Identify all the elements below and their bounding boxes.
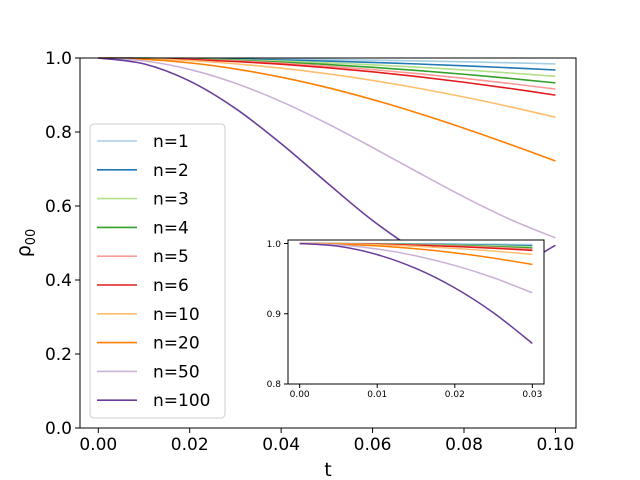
legend-label-n10: n=10	[153, 305, 200, 325]
inset-series-lines	[299, 242, 533, 344]
main-x-ticks: 0.00 0.02 0.04 0.06 0.08 0.10	[79, 428, 574, 455]
main-y-tick-label: 0.8	[45, 123, 72, 143]
legend-label-n3: n=3	[153, 190, 189, 210]
inset-y-tick-label: 0.9	[267, 310, 282, 320]
main-x-tick-label: 0.06	[354, 435, 392, 455]
main-series-lines	[98, 57, 556, 273]
inset-x-tick-label: 0.02	[445, 390, 465, 400]
inset-y-tick-label: 1.0	[267, 240, 282, 250]
legend-label-n4: n=4	[153, 218, 189, 238]
main-x-tick-label: 0.10	[536, 435, 574, 455]
legend-items: n=1 n=2 n=3 n=4 n=5 n=6 n=10 n=20 n=50 n=100	[97, 132, 210, 411]
main-plot-frame	[79, 57, 577, 429]
legend: n=1 n=2 n=3 n=4 n=5 n=6 n=10 n=20 n=50 n=100	[89, 123, 226, 419]
main-y-tick-label: 0.6	[45, 197, 72, 217]
main-y-tick-label: 1.0	[45, 49, 72, 69]
inset-y-tick-label: 0.8	[267, 380, 282, 390]
inset-plot-area	[288, 240, 544, 384]
inset-series-line-n100	[299, 242, 533, 344]
main-x-tick-label: 0.02	[171, 435, 209, 455]
inset-series-line-n50	[299, 242, 533, 294]
legend-label-n5: n=5	[153, 247, 189, 267]
main-series-line-n20	[98, 57, 556, 162]
main-x-tick-label: 0.04	[262, 435, 300, 455]
main-y-tick-label: 0.4	[45, 271, 72, 291]
x-axis-label: t	[324, 459, 331, 480]
inset-series-line-n20	[299, 242, 533, 266]
main-series-line-n10	[98, 57, 556, 118]
main-y-tick-label: 0.0	[45, 419, 72, 439]
main-x-tick-label: 0.08	[445, 435, 483, 455]
inset-plot-frame	[287, 239, 545, 385]
y-axis-label-subscript: 00	[24, 229, 39, 246]
inset-x-tick-label: 0.03	[522, 390, 542, 400]
main-x-tick-label: 0.00	[79, 435, 117, 455]
legend-label-n100: n=100	[153, 391, 210, 411]
y-axis-label: ρ00	[13, 229, 39, 258]
inset-x-ticks: 0.00 0.01 0.02 0.03	[290, 384, 542, 400]
inset-y-ticks: 0.8 0.9 1.0	[267, 240, 288, 390]
inset-x-tick-label: 0.00	[290, 390, 310, 400]
legend-frame	[89, 123, 226, 419]
inset-x-tick-label: 0.01	[367, 390, 387, 400]
main-y-tick-label: 0.2	[45, 345, 72, 365]
main-series-line-n50	[98, 57, 556, 239]
legend-label-n2: n=2	[153, 161, 189, 181]
y-axis-label-rho: ρ	[13, 245, 35, 257]
legend-label-n20: n=20	[153, 334, 200, 354]
legend-label-n1: n=1	[153, 132, 189, 152]
legend-label-n6: n=6	[153, 276, 189, 296]
inset-plot: 0.00 0.01 0.02 0.03 0.8 0.9 1.0	[267, 239, 545, 400]
main-y-ticks: 0.0 0.2 0.4 0.6 0.8 1.0	[45, 49, 80, 439]
legend-label-n50: n=50	[153, 362, 200, 382]
